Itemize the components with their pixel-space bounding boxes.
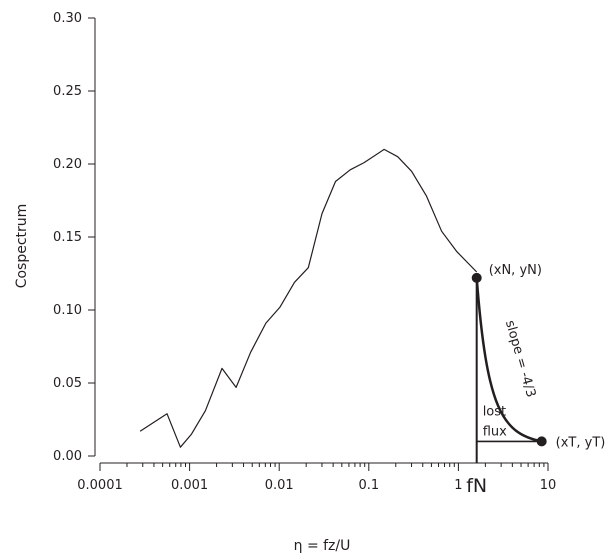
slope-label: slope = -4/3 (502, 319, 538, 399)
y-axis-title: Cospectrum (14, 204, 30, 289)
lost-flux-label-line2: flux (483, 424, 507, 439)
x-axis-title: η = fz/U (294, 538, 351, 554)
y-axis: 0.00 0.05 0.10 0.15 0.20 0.25 0.30 (53, 11, 96, 464)
x-axis: 0.0001 0.001 0.01 0.1 1 10 (77, 462, 557, 493)
fn-label: fN (466, 475, 487, 497)
point-n-marker (471, 272, 482, 283)
y-tick-label: 0.10 (53, 303, 82, 318)
y-tick-label: 0.15 (53, 230, 82, 245)
y-tick-label: 0.00 (53, 449, 82, 464)
point-t-label: (xT, yT) (556, 435, 606, 450)
y-tick-label: 0.25 (53, 84, 82, 99)
plot-area (139, 148, 478, 448)
point-t-marker (536, 436, 547, 447)
y-tick-label: 0.30 (53, 11, 82, 26)
x-tick-label: 0.001 (171, 478, 208, 493)
y-tick-label: 0.20 (53, 157, 82, 172)
x-tick-label: 0.1 (358, 478, 379, 493)
slope-curve (475, 277, 542, 443)
x-tick-label: 1 (454, 478, 462, 493)
x-tick-label: 0.01 (265, 478, 294, 493)
annotations: (xN, yN) (xT, yT) slope = -4/3 lost flux fN (466, 263, 605, 497)
x-tick-label: 10 (540, 478, 557, 493)
lost-flux-label-line1: lost (483, 404, 506, 419)
y-tick-label: 0.05 (53, 376, 82, 391)
series-line (139, 148, 478, 448)
x-tick-label: 0.0001 (77, 478, 123, 493)
point-n-label: (xN, yN) (489, 263, 542, 278)
